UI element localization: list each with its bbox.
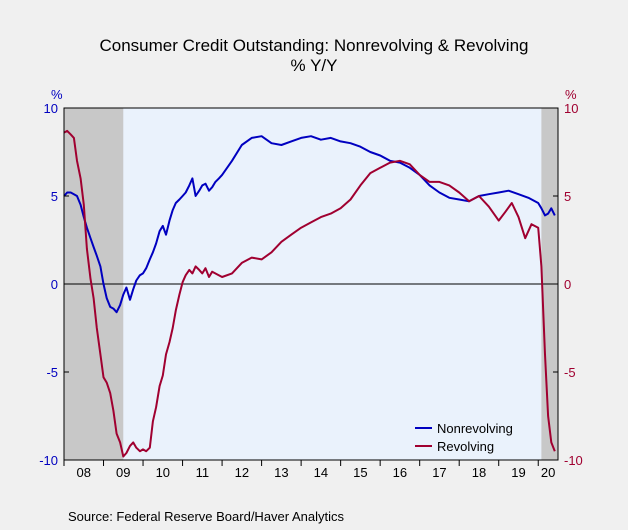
source-note: Source: Federal Reserve Board/Haver Anal… [68, 509, 345, 524]
x-tick-label: 10 [156, 465, 170, 480]
x-tick-label: 17 [432, 465, 446, 480]
right-axis: 10 5 0 -5 -10 [553, 101, 583, 468]
left-tick-label: 10 [44, 101, 58, 116]
x-tick-label: 14 [314, 465, 328, 480]
left-tick-label: 0 [51, 277, 58, 292]
chart-title: Consumer Credit Outstanding: Nonrevolvin… [100, 36, 529, 55]
series-line-nonrevolving [63, 135, 556, 314]
left-axis-unit: % [51, 87, 63, 102]
x-tick-label: 09 [116, 465, 130, 480]
right-tick-label: -5 [564, 365, 576, 380]
x-tick-label: 20 [541, 465, 555, 480]
left-tick-label: -10 [39, 453, 58, 468]
right-tick-label: -10 [564, 453, 583, 468]
x-tick-label: 08 [77, 465, 91, 480]
x-tick-label: 12 [235, 465, 249, 480]
x-axis: 08 09 10 11 12 13 14 15 16 17 18 19 20 [63, 460, 555, 480]
legend-label-nonrevolving: Nonrevolving [437, 421, 513, 436]
x-tick-label: 19 [511, 465, 525, 480]
x-tick-label: 15 [353, 465, 367, 480]
right-tick-label: 5 [564, 189, 571, 204]
series-group [63, 129, 556, 458]
left-tick-label: 5 [51, 189, 58, 204]
right-tick-label: 0 [564, 277, 571, 292]
series-line-revolving [63, 129, 556, 458]
x-tick-label: 16 [393, 465, 407, 480]
legend-label-revolving: Revolving [437, 439, 494, 454]
left-tick-label: -5 [46, 365, 58, 380]
left-axis: 10 5 0 -5 -10 [39, 101, 69, 468]
legend: Nonrevolving Revolving [415, 421, 513, 454]
x-tick-label: 11 [196, 465, 210, 480]
right-tick-label: 10 [564, 101, 578, 116]
right-axis-unit: % [565, 87, 577, 102]
chart-subtitle: % Y/Y [291, 56, 338, 75]
x-tick-label: 13 [274, 465, 288, 480]
x-tick-label: 18 [472, 465, 486, 480]
